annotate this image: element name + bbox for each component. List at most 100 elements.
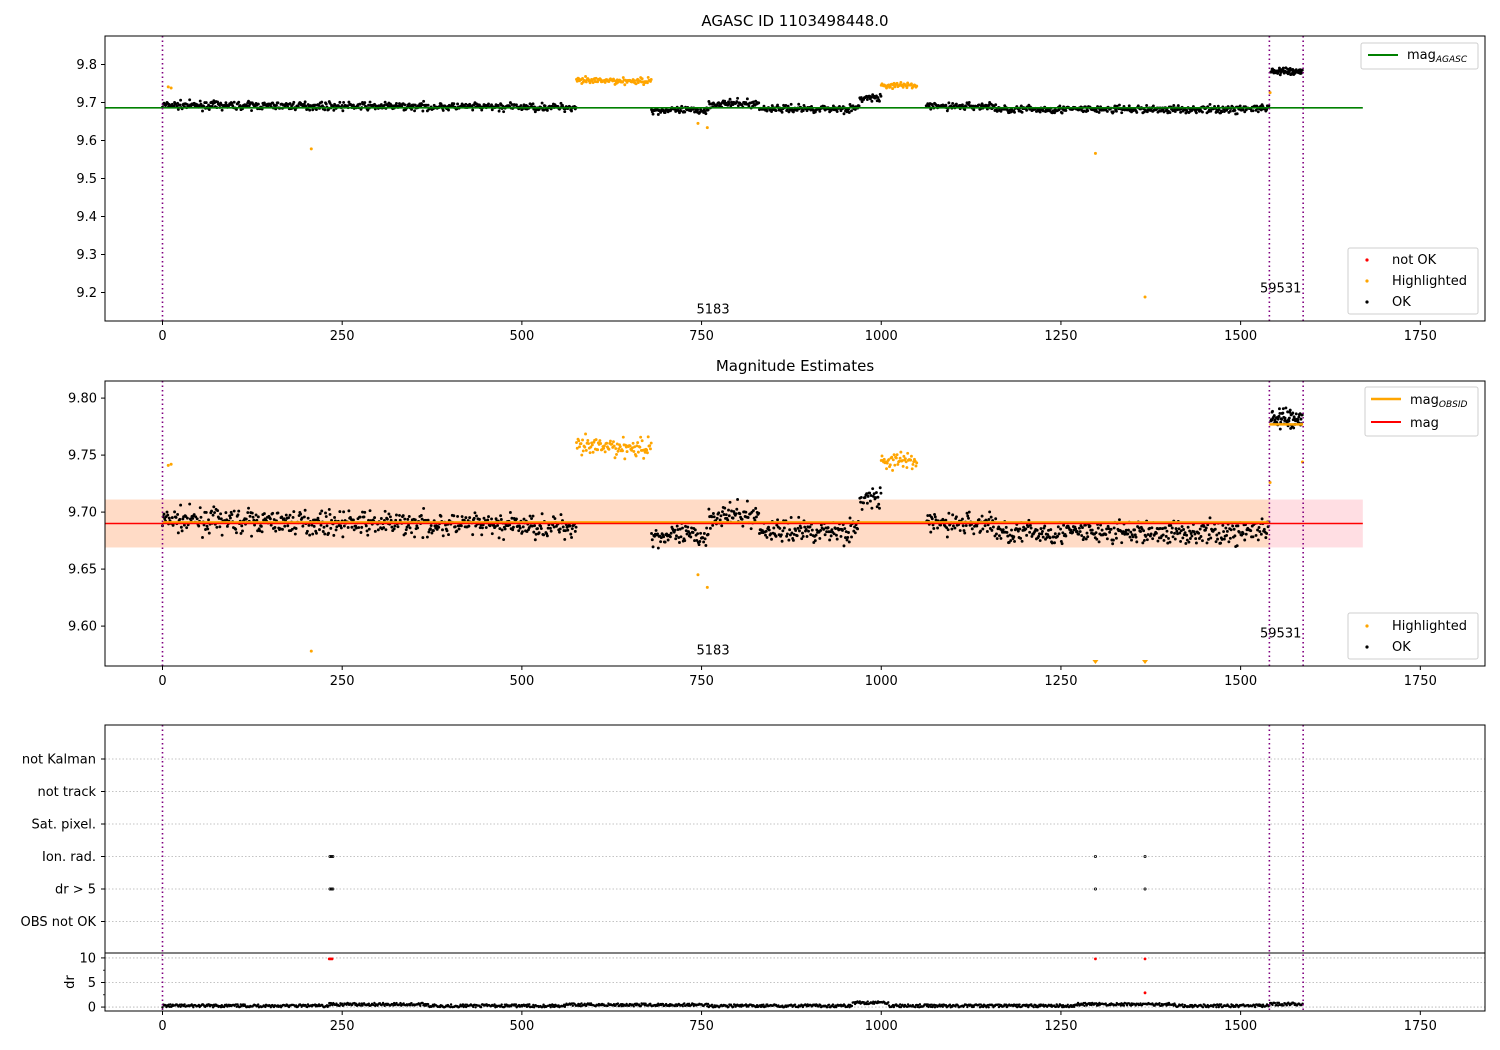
- dr-point: [1273, 1001, 1277, 1005]
- ok-point: [754, 515, 758, 519]
- ok-point: [797, 102, 801, 106]
- highlighted-point: [166, 463, 170, 467]
- ok-point: [246, 511, 250, 514]
- ok-point: [932, 527, 936, 530]
- ok-point: [1272, 414, 1276, 418]
- ok-point: [1228, 536, 1232, 540]
- x-tick-label: 1000: [865, 1019, 898, 1034]
- ok-point: [1097, 110, 1101, 114]
- flag-row-label: Ion. rad.: [42, 850, 96, 865]
- ok-point: [1251, 109, 1255, 113]
- ok-point: [204, 528, 207, 531]
- ok-point: [859, 495, 863, 499]
- ok-point: [389, 103, 393, 107]
- ok-point: [162, 512, 166, 516]
- highlighted-point: [633, 445, 637, 449]
- ok-point: [490, 532, 494, 536]
- ok-point: [178, 103, 182, 107]
- ok-point: [401, 514, 405, 518]
- ok-point: [1084, 537, 1088, 541]
- ok-point: [236, 513, 240, 517]
- dr-point: [1066, 1003, 1069, 1007]
- ok-point: [185, 526, 189, 530]
- ok-point: [251, 515, 255, 519]
- ok-point: [570, 527, 574, 531]
- ok-point: [545, 534, 549, 538]
- dr-point: [1027, 1005, 1030, 1009]
- ok-point: [204, 510, 208, 514]
- ok-point: [574, 525, 578, 529]
- ok-point: [1078, 530, 1082, 533]
- ok-point: [327, 507, 331, 511]
- ok-point: [1013, 539, 1016, 543]
- ok-point: [224, 511, 228, 515]
- ok-point: [701, 536, 705, 540]
- flag-point: [331, 887, 335, 891]
- flag-point: [1093, 855, 1097, 859]
- ok-point: [413, 103, 417, 107]
- ok-point: [944, 518, 948, 522]
- dr-outlier-point: [1143, 991, 1147, 995]
- ok-point: [782, 526, 786, 530]
- ok-point: [273, 525, 277, 529]
- ok-point: [358, 515, 362, 519]
- ok-point: [757, 511, 761, 515]
- highlighted-point: [885, 461, 889, 465]
- ok-point: [933, 515, 937, 519]
- ok-point: [1188, 529, 1192, 533]
- ok-point: [427, 530, 431, 534]
- dr-point: [222, 1005, 226, 1009]
- ok-point: [1265, 532, 1269, 535]
- ok-point: [570, 109, 573, 113]
- ok-point: [988, 510, 992, 514]
- ok-point: [248, 514, 252, 518]
- ok-point: [1057, 532, 1061, 536]
- ok-point: [1062, 523, 1066, 527]
- ok-point: [1182, 528, 1186, 531]
- highlighted-point: [634, 82, 638, 86]
- clipped-point-marker: [1142, 660, 1149, 664]
- ok-point: [1037, 532, 1041, 536]
- ok-point: [232, 100, 236, 104]
- highlighted-point: [309, 147, 313, 151]
- ok-point: [1019, 104, 1023, 108]
- ok-point: [163, 517, 167, 521]
- dr-point: [850, 1004, 854, 1008]
- ok-point: [659, 536, 663, 540]
- ok-point: [724, 513, 728, 517]
- dr-point: [687, 1002, 691, 1006]
- ok-point: [994, 517, 998, 521]
- dr-point: [1282, 1004, 1285, 1007]
- ok-point: [719, 514, 723, 518]
- ok-point: [335, 525, 339, 529]
- ok-point: [528, 514, 532, 518]
- ok-point: [1137, 526, 1141, 530]
- ok-point: [1128, 535, 1132, 539]
- ok-point: [1281, 411, 1285, 415]
- ok-point: [1207, 533, 1211, 537]
- ok-point: [730, 509, 733, 513]
- ok-point: [192, 513, 196, 516]
- ok-point: [765, 535, 769, 539]
- highlighted-point: [880, 454, 884, 458]
- flag-point: [329, 887, 333, 891]
- ok-point: [800, 537, 804, 541]
- ok-point: [668, 535, 672, 539]
- highlighted-point: [696, 573, 700, 577]
- ok-point: [813, 539, 817, 543]
- ok-point: [707, 507, 711, 511]
- panel3-axes: [104, 724, 1486, 1012]
- ok-point: [382, 526, 386, 530]
- ok-point: [373, 529, 377, 533]
- ok-point: [688, 532, 692, 536]
- ok-point: [342, 524, 346, 528]
- dr-point: [504, 1005, 507, 1008]
- ok-point: [259, 524, 263, 528]
- ok-point: [790, 531, 794, 535]
- ok-point: [1037, 534, 1041, 538]
- ok-point: [678, 541, 681, 544]
- ok-point: [1100, 528, 1104, 532]
- ok-point: [301, 524, 305, 528]
- ok-point: [1111, 542, 1115, 546]
- ok-point: [850, 535, 853, 539]
